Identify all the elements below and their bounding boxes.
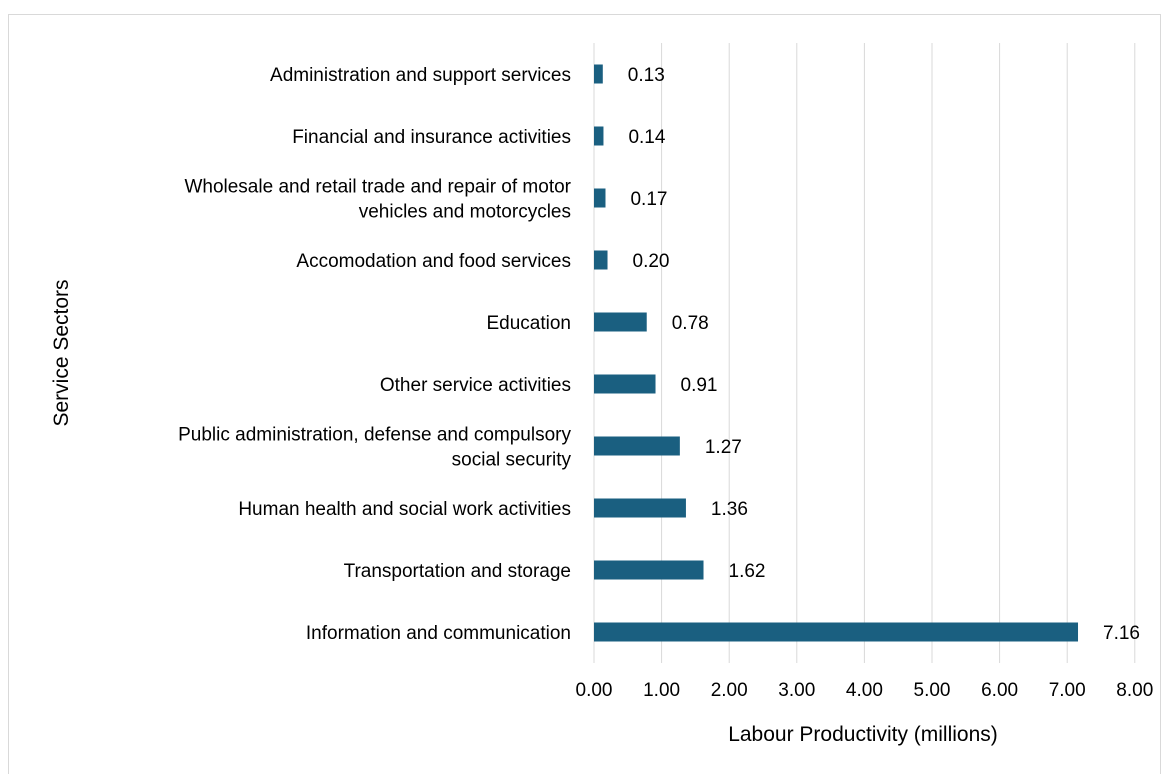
x-tick-label: 4.00 bbox=[846, 680, 883, 701]
bar bbox=[594, 250, 608, 270]
category-label: social security bbox=[452, 450, 572, 471]
x-axis-title: Labour Productivity (millions) bbox=[728, 723, 998, 746]
x-tick-label: 3.00 bbox=[778, 680, 815, 701]
category-label: Human health and social work activities bbox=[238, 499, 571, 520]
bar bbox=[594, 498, 686, 518]
x-tick-label: 7.00 bbox=[1049, 680, 1086, 701]
data-label: 1.62 bbox=[729, 561, 766, 582]
category-labels: Administration and support services Finan… bbox=[178, 65, 572, 644]
bar bbox=[594, 126, 604, 146]
category-label: Administration and support services bbox=[270, 65, 571, 86]
data-label: 0.14 bbox=[628, 127, 665, 148]
category-label: vehicles and motorcycles bbox=[359, 202, 571, 223]
bar bbox=[594, 64, 603, 84]
category-label: Education bbox=[486, 313, 571, 334]
data-labels: 0.13 0.14 0.17 0.20 0.78 0.91 1.27 1.36 1.62 7.16 bbox=[628, 65, 1140, 644]
x-tick-label: 2.00 bbox=[711, 680, 748, 701]
data-label: 0.17 bbox=[630, 189, 667, 210]
category-label: Public administration, defense and compu… bbox=[178, 425, 571, 446]
bar bbox=[594, 622, 1079, 642]
bar bbox=[594, 374, 656, 394]
bar bbox=[594, 436, 680, 456]
x-tick-label: 5.00 bbox=[914, 680, 951, 701]
data-label: 0.91 bbox=[681, 375, 718, 396]
x-tick-label: 6.00 bbox=[981, 680, 1018, 701]
gridlines bbox=[593, 43, 1136, 663]
bar bbox=[594, 312, 647, 332]
x-tick-label: 8.00 bbox=[1116, 680, 1153, 701]
y-axis-title: Service Sectors bbox=[50, 279, 73, 426]
data-label: 0.20 bbox=[633, 251, 670, 272]
category-label: Financial and insurance activities bbox=[292, 127, 571, 148]
data-label: 0.78 bbox=[672, 313, 709, 334]
category-label: Information and communication bbox=[306, 623, 571, 644]
category-label: Transportation and storage bbox=[344, 561, 571, 582]
data-label: 7.16 bbox=[1103, 623, 1140, 644]
category-label: Other service activities bbox=[380, 375, 571, 396]
x-tick-labels: 0.00 1.00 2.00 3.00 4.00 5.00 6.00 7.00 8.00 bbox=[576, 680, 1154, 701]
data-label: 0.13 bbox=[628, 65, 665, 86]
bars bbox=[594, 64, 1079, 642]
data-label: 1.27 bbox=[705, 437, 742, 458]
category-label: Wholesale and retail trade and repair of… bbox=[184, 177, 571, 198]
category-label: Accomodation and food services bbox=[296, 251, 571, 272]
bar bbox=[594, 188, 606, 208]
bar bbox=[594, 560, 704, 580]
x-tick-label: 0.00 bbox=[576, 680, 613, 701]
data-label: 1.36 bbox=[711, 499, 748, 520]
x-tick-label: 1.00 bbox=[643, 680, 680, 701]
chart-frame bbox=[8, 14, 1161, 774]
